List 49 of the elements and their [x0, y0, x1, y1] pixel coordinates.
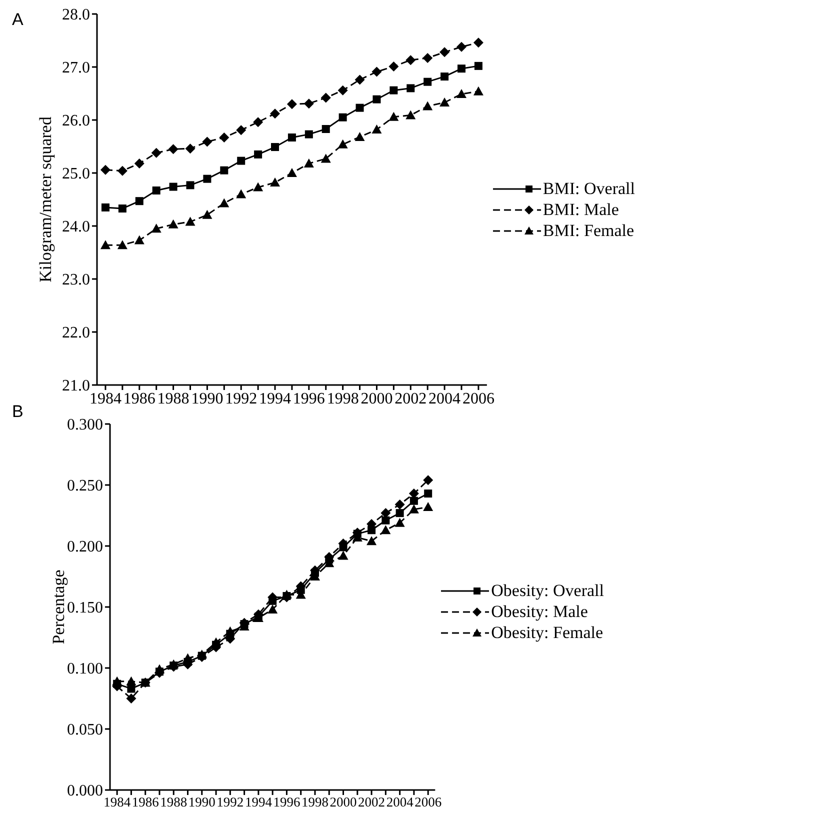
y-tick-label: 22.0: [62, 324, 90, 342]
x-tick-label: 1990: [188, 794, 216, 810]
y-tick-label: 28.0: [62, 6, 90, 24]
y-axis-title: Kilogram/meter squared: [36, 116, 56, 282]
y-tick-label: 27.0: [62, 60, 90, 77]
legend-label: BMI: Female: [542, 221, 634, 241]
y-tick-label: 24.0: [62, 218, 90, 236]
x-tick-label: 2006: [414, 794, 442, 810]
x-tick-label: 2004: [386, 794, 414, 810]
x-tick-label: 2002: [394, 390, 427, 408]
x-tick-label: 1996: [273, 794, 300, 810]
y-tick-label: 0.300: [67, 416, 103, 434]
y-tick-label: 0.150: [67, 600, 103, 617]
y-tick-label: 0.200: [67, 538, 103, 556]
y-tick-label: 26.0: [62, 112, 90, 130]
x-tick-label: 1992: [225, 390, 258, 408]
y-tick-label: 25.0: [62, 166, 90, 183]
legend-label: BMI: Overall: [542, 179, 635, 199]
x-tick-label: 1992: [216, 794, 244, 810]
x-tick-label: 1990: [191, 390, 224, 408]
legend-label: Obesity: Overall: [491, 581, 604, 601]
legend-label: BMI: Male: [542, 200, 619, 220]
y-tick-label: 23.0: [62, 272, 90, 289]
y-tick-label: 0.100: [67, 660, 103, 678]
x-tick-label: 2000: [330, 794, 358, 810]
x-tick-label: 1986: [132, 794, 160, 810]
chart-title: A: [12, 10, 24, 30]
x-tick-label: 1998: [301, 794, 329, 810]
x-tick-label: 1994: [244, 794, 272, 810]
x-tick-label: 2000: [360, 390, 393, 408]
legend-label: Obesity: Female: [491, 623, 604, 643]
x-tick-label: 1988: [157, 390, 190, 408]
x-tick-label: 1984: [89, 390, 122, 408]
y-axis-title: Percentage: [49, 570, 68, 644]
chart-title: B: [12, 402, 24, 422]
x-tick-label: 2006: [462, 390, 494, 408]
y-tick-label: 0.000: [67, 782, 103, 800]
x-tick-label: 1994: [259, 390, 292, 408]
x-tick-label: 1996: [292, 390, 325, 408]
x-tick-label: 1988: [160, 794, 188, 810]
y-tick-label: 0.050: [67, 722, 103, 739]
x-tick-label: 2002: [358, 794, 386, 810]
y-tick-label: 21.0: [62, 378, 90, 395]
x-tick-label: 1984: [104, 794, 131, 810]
x-tick-label: 2004: [428, 390, 461, 408]
y-tick-label: 0.250: [67, 478, 103, 495]
legend-label: Obesity: Male: [491, 602, 588, 622]
x-tick-label: 1986: [123, 390, 156, 408]
x-tick-label: 1998: [326, 390, 359, 408]
